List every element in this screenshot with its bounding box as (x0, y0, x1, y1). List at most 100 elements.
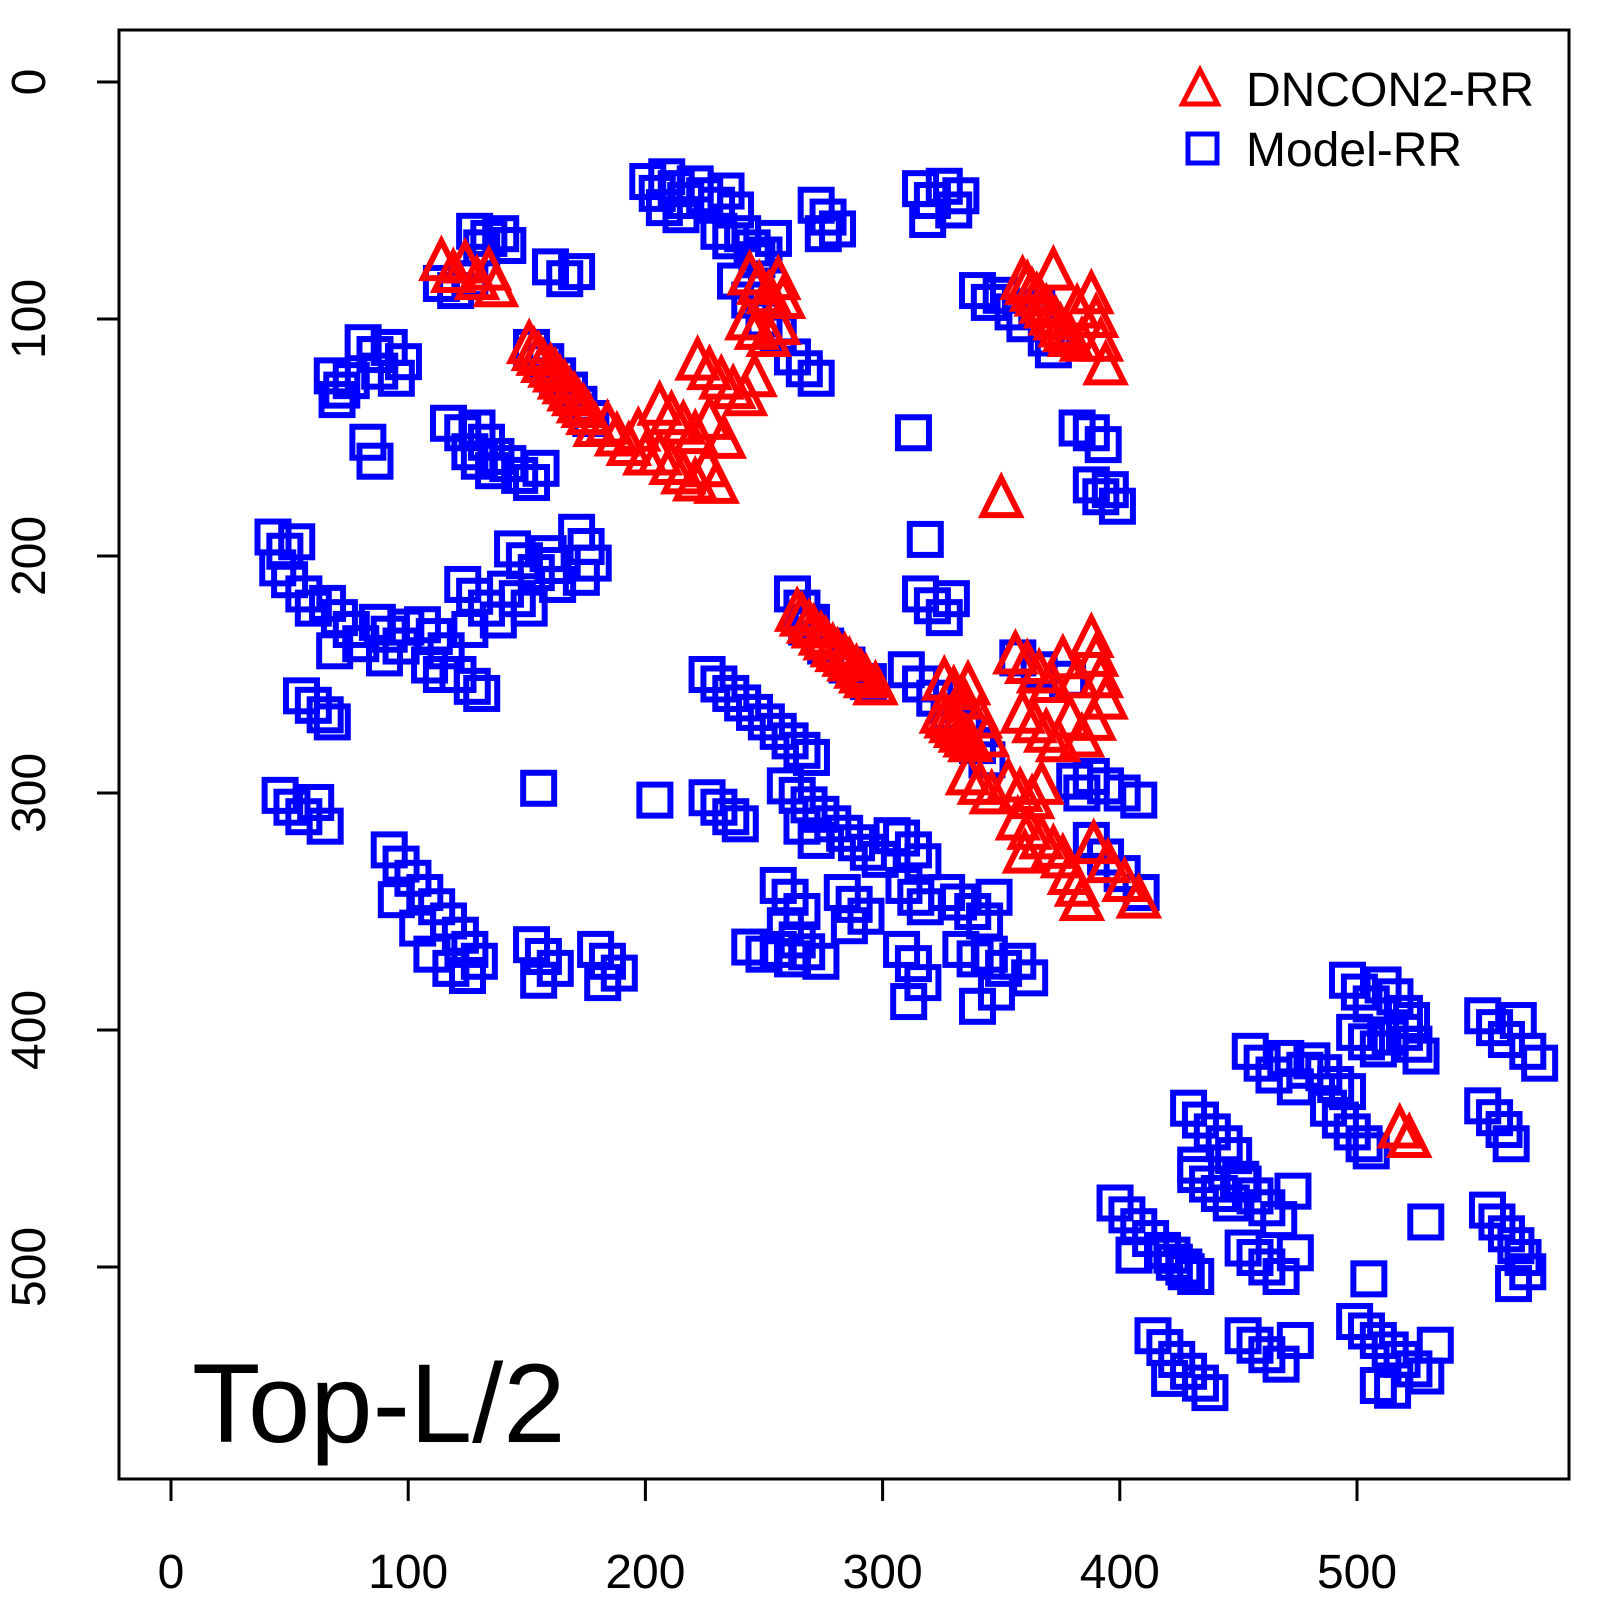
model-rr-point (520, 769, 558, 807)
legend-label-dncon2: DNCON2-RR (1246, 64, 1534, 117)
model-rr-point (1395, 1350, 1433, 1388)
dncon2-rr-point (944, 658, 992, 706)
dncon2-rr-point (453, 253, 501, 301)
model-rr-point (932, 580, 970, 618)
legend-square-icon (1185, 131, 1220, 166)
plot-annotation: Top-L/2 (192, 1341, 566, 1466)
model-rr-point (942, 177, 980, 215)
model-rr-point (830, 907, 868, 945)
model-rr-point (804, 215, 842, 253)
model-rr-point (1374, 1371, 1412, 1409)
model-rr-point (403, 606, 441, 644)
model-rr-point (970, 283, 1008, 321)
model-rr-point (451, 610, 489, 648)
model-rr-point (925, 599, 963, 637)
dncon2-rr-point (686, 393, 733, 440)
model-rr-point (1153, 1236, 1191, 1274)
model-rr-point (1224, 1229, 1262, 1267)
model-rr-point (1098, 487, 1136, 525)
model-rr-point (562, 558, 600, 596)
dncon2-rr-point (429, 246, 477, 293)
model-rr-point (700, 665, 738, 703)
model-rr-point (778, 921, 816, 959)
dncon2-rr-point (754, 298, 802, 346)
dncon2-rr-point (472, 260, 520, 308)
model-rr-point (712, 674, 750, 712)
model-rr-point (759, 866, 797, 904)
model-rr-point (975, 878, 1013, 916)
x-axis: 0 100 200 300 400 500 (158, 1479, 1397, 1599)
model-rr-point (522, 449, 560, 487)
dncon2-rr-point (842, 651, 890, 699)
model-rr-point (894, 414, 932, 452)
model-rr-point (688, 656, 726, 693)
y-axis: 0 100 200 300 400 500 (3, 69, 119, 1307)
dncon2-rr-point (754, 253, 802, 301)
model-rr-point (747, 703, 785, 741)
model-rr-point (1359, 1321, 1397, 1359)
model-rr-point (636, 781, 674, 819)
model-rr-point (282, 677, 320, 715)
model-rr-point (588, 942, 626, 980)
model-rr-point (802, 942, 840, 980)
model-rr-point (1464, 997, 1502, 1035)
model-rr-point (1521, 1044, 1559, 1082)
model-rr-point (451, 433, 489, 471)
dncon2-rr-point (671, 454, 719, 502)
model-rr-point (520, 961, 558, 999)
model-rr-point (1103, 855, 1141, 893)
model-rr-point (1509, 1032, 1547, 1070)
y-tick-label: 0 (3, 69, 56, 96)
y-tick-label: 400 (3, 990, 56, 1070)
model-rr-point (1495, 1265, 1533, 1303)
model-rr-point (1236, 1239, 1274, 1277)
model-rr-points (254, 158, 1559, 1412)
dncon2-rr-point (1067, 611, 1115, 658)
model-rr-point (1151, 1359, 1189, 1397)
model-rr-point (1492, 1125, 1530, 1163)
dncon2-rr-point (700, 412, 748, 459)
model-rr-point (1115, 1236, 1153, 1274)
model-rr-point (365, 639, 403, 677)
model-rr-point (792, 738, 830, 776)
model-rr-point (707, 172, 745, 210)
model-rr-point (501, 456, 539, 494)
model-rr-point (273, 788, 311, 826)
x-tick-label: 400 (1080, 1546, 1160, 1599)
model-rr-point (463, 674, 501, 712)
dncon2-rr-point (731, 350, 778, 398)
y-tick-label: 200 (3, 516, 56, 596)
model-rr-point (1476, 1009, 1514, 1047)
model-rr-point (261, 776, 299, 814)
model-rr-point (1305, 1054, 1343, 1092)
model-rr-point (316, 632, 354, 670)
model-rr-point (802, 795, 840, 833)
model-rr-point (1120, 781, 1158, 819)
model-rr-point (1243, 1044, 1281, 1082)
model-rr-point (1340, 973, 1378, 1011)
x-tick-label: 100 (368, 1546, 448, 1599)
model-rr-point (1274, 1172, 1312, 1210)
plot-border (117, 28, 1571, 1481)
model-rr-point (1170, 1089, 1208, 1127)
model-rr-point (1347, 1312, 1385, 1350)
model-rr-point (1177, 1257, 1215, 1295)
model-rr-point (384, 343, 422, 381)
model-rr-point (1191, 1374, 1229, 1412)
model-rr-point (1317, 1066, 1355, 1104)
dncon2-rr-point (1385, 1111, 1433, 1159)
model-rr-point (894, 831, 932, 869)
dncon2-rr-point (1376, 1101, 1424, 1149)
model-rr-point (1395, 1025, 1433, 1063)
model-rr-point (444, 565, 482, 603)
model-rr-point (1205, 1125, 1243, 1163)
model-rr-point (890, 983, 928, 1021)
model-rr-point (1276, 1321, 1314, 1359)
dncon2-rr-point (1018, 758, 1065, 805)
model-rr-point (958, 272, 996, 310)
model-rr-point (1108, 1196, 1146, 1234)
model-rr-point (1276, 1234, 1314, 1272)
model-rr-point (1165, 1248, 1203, 1286)
